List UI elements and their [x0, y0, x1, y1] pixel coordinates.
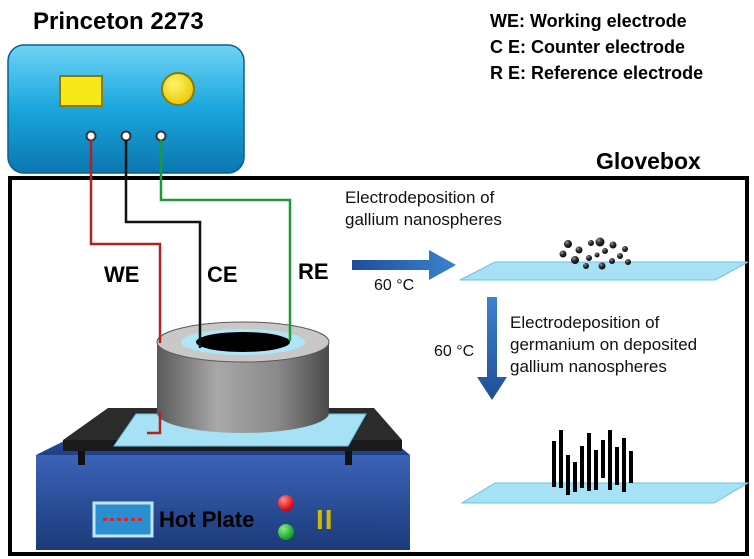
- we-wire-to-substrate: [147, 412, 162, 435]
- re-wire: [159, 140, 292, 341]
- re-label: RE: [298, 259, 329, 284]
- ce-label: CE: [207, 262, 238, 287]
- we-label: WE: [104, 262, 140, 287]
- glovebox-label: Glovebox: [596, 148, 701, 174]
- potentiostat: [7, 44, 245, 174]
- legend-item-re: R E: Reference electrode: [490, 63, 704, 83]
- potentiostat-display: [59, 75, 103, 107]
- ce-wire: [124, 140, 202, 348]
- hot-plate-display-segments: [103, 518, 142, 521]
- we-wire: [89, 140, 162, 343]
- red-indicator-light[interactable]: [278, 495, 294, 511]
- step-1-line-1: Electrodeposition of: [345, 188, 495, 207]
- we-terminal: [85, 130, 97, 142]
- step-1-temperature: 60 °C: [374, 277, 415, 294]
- hot-plate-display: [92, 501, 154, 538]
- substrate-gallium: [459, 261, 749, 281]
- hot-plate-label: Hot Plate: [159, 507, 255, 532]
- green-indicator-light[interactable]: [278, 524, 294, 540]
- table-leg-left: [78, 451, 85, 465]
- hot-plate: [36, 440, 410, 550]
- potentiostat-knob: [161, 72, 195, 106]
- legend-item-we: WE: Working electrode: [490, 11, 687, 31]
- step-2-line-2: germanium on deposited: [510, 335, 698, 354]
- table-leg-right: [345, 451, 352, 465]
- germanium-nanowires: [552, 430, 633, 495]
- cell-body: [157, 342, 329, 433]
- step-2-line-1: Electrodeposition of: [510, 313, 660, 332]
- ce-terminal: [120, 130, 132, 142]
- right-arrow: [352, 250, 456, 280]
- glovebox-frame: [8, 176, 749, 556]
- step-2-line-3: gallium nanospheres: [510, 357, 667, 376]
- instrument-name: Princeton 2273: [33, 8, 204, 35]
- step-2-temperature: 60 °C: [434, 343, 475, 360]
- legend-item-ce: C E: Counter electrode: [490, 37, 686, 57]
- down-arrow: [477, 297, 507, 400]
- re-terminal: [155, 130, 167, 142]
- hot-plate-front: [36, 455, 410, 550]
- hot-plate-switch[interactable]: II: [316, 504, 334, 535]
- gallium-nanospheres: [559, 237, 631, 270]
- step-1-line-2: gallium nanospheres: [345, 210, 502, 229]
- cell-opening: [196, 332, 290, 352]
- substrate-germanium: [460, 482, 750, 504]
- electrochemical-cell: [156, 321, 330, 433]
